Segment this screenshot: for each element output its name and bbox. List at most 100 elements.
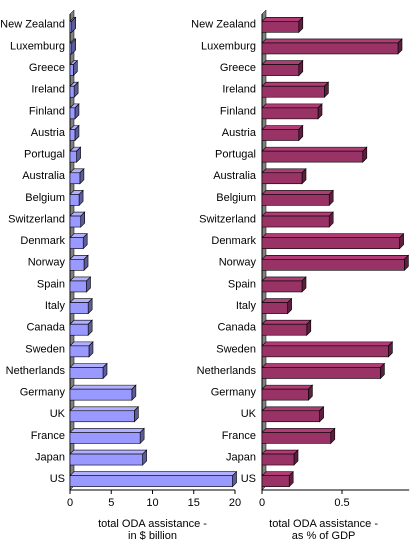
category-label: Japan (226, 451, 256, 463)
bar-front (261, 172, 303, 185)
bar-front (261, 345, 389, 358)
bar-front (261, 129, 300, 141)
category-label: Australia (22, 170, 66, 182)
bar-top (261, 449, 299, 455)
x-axis-label: total ODA assistance - (98, 518, 207, 530)
category-label: Greece (220, 62, 256, 74)
bar-front (261, 64, 300, 76)
category-label: Denmark (211, 235, 256, 247)
bar-front (69, 388, 133, 401)
bar-front (69, 259, 85, 271)
bar-top (261, 168, 307, 174)
category-label: Portugal (215, 149, 256, 161)
bar-top (261, 81, 330, 87)
bar-front (69, 453, 143, 466)
bar (69, 470, 238, 488)
bar (261, 81, 330, 98)
bar (261, 297, 293, 315)
bar (261, 449, 299, 466)
category-label: Italy (45, 300, 66, 312)
bar (261, 38, 403, 55)
category-label: Belgium (25, 192, 65, 204)
bar (261, 362, 386, 380)
bar-front (261, 194, 330, 206)
bar-front (69, 475, 233, 487)
bar-front (69, 410, 135, 423)
x-axis-label: in $ billion (128, 530, 177, 542)
bar (261, 427, 336, 445)
bar (261, 384, 314, 401)
category-label: US (241, 473, 256, 485)
category-label: Sweden (216, 343, 256, 355)
category-label: UK (241, 408, 257, 420)
bar (69, 276, 92, 293)
bar-front (69, 280, 87, 293)
bar-front (261, 323, 308, 336)
category-label: France (31, 430, 65, 442)
category-label: US (50, 473, 65, 485)
category-label: Austria (31, 127, 66, 139)
bar (261, 124, 304, 142)
bar-front (261, 85, 325, 98)
x-axis-label: as % of GDP (292, 530, 356, 542)
x-tick-label: 10 (146, 497, 158, 509)
bar-top (261, 276, 307, 282)
bar (69, 362, 108, 380)
bar-top (69, 384, 137, 390)
bar-front (261, 42, 399, 55)
bar (69, 449, 148, 466)
category-label: Austria (222, 127, 257, 139)
bar-front (69, 21, 72, 33)
bar-front (69, 64, 74, 76)
bar (69, 103, 80, 120)
bar-front (69, 323, 89, 336)
category-label: Japan (35, 451, 65, 463)
bar (261, 319, 312, 336)
bar (69, 406, 140, 423)
bar-top (261, 233, 405, 238)
x-tick-label: 20 (229, 497, 241, 509)
bar-front (261, 475, 290, 487)
category-label: Netherlands (6, 365, 66, 377)
bar (69, 297, 93, 315)
bar-front (261, 21, 300, 33)
bar (261, 211, 334, 228)
category-label: Australia (213, 170, 257, 182)
bar (69, 146, 82, 163)
category-label: Finland (29, 105, 65, 117)
category-label: Switzerland (199, 213, 256, 225)
bar-front (69, 367, 104, 379)
bar (261, 189, 334, 207)
bar (69, 211, 86, 228)
bar-front (69, 345, 90, 358)
bar-front (69, 85, 75, 98)
bar-top (261, 471, 294, 476)
category-label: Finland (220, 105, 256, 117)
bar-top (69, 363, 108, 368)
bar-front (261, 302, 288, 314)
x-tick-label: 0.5 (334, 497, 349, 509)
category-label: UK (50, 408, 66, 420)
bar-top (69, 471, 238, 476)
category-label: Belgium (216, 192, 256, 204)
bar (69, 254, 89, 272)
bar-top (261, 17, 304, 22)
bar-front (69, 172, 81, 185)
x-tick-label: 15 (188, 497, 200, 509)
bar-top (261, 103, 323, 109)
x-tick-label: 5 (108, 497, 114, 509)
bar (69, 384, 137, 401)
bar-top (261, 211, 334, 217)
category-label: Canada (26, 322, 65, 334)
bar (261, 406, 325, 423)
bar-top (261, 319, 312, 325)
bar-front (261, 150, 364, 163)
bar-front (261, 453, 295, 466)
category-label: Spain (228, 278, 256, 290)
category-label: Norway (28, 257, 66, 269)
category-label: Ireland (222, 84, 256, 96)
bar-front (261, 259, 405, 271)
x-tick-label: 0 (67, 497, 73, 509)
category-label: Portugal (24, 149, 65, 161)
bar-front (261, 432, 332, 444)
